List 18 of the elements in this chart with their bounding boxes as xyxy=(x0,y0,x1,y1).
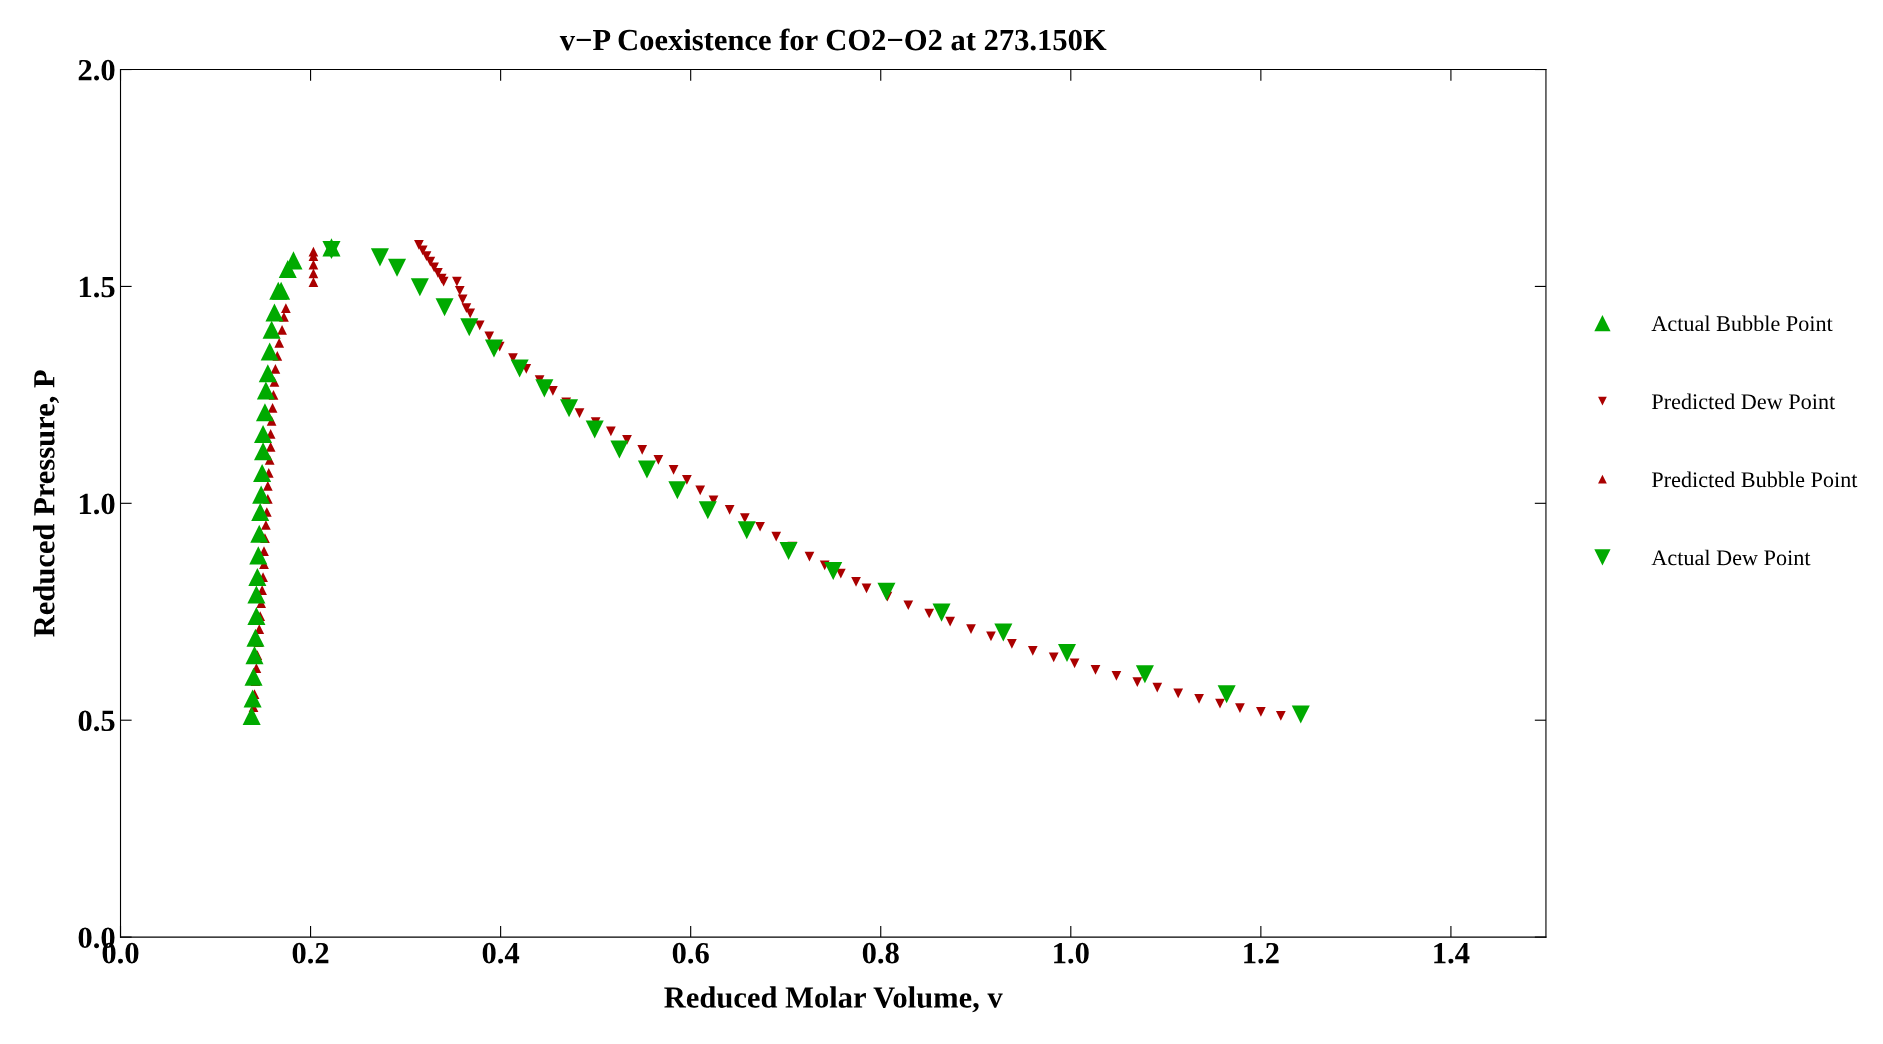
y-axis-title: Reduced Pressure, P xyxy=(33,370,60,637)
legend-label: Predicted Bubble Point xyxy=(1651,471,1858,488)
y-tick-label: 0.5 xyxy=(78,710,115,732)
chart-title: v−P Coexistence for CO2−O2 at 273.150K xyxy=(559,28,1107,51)
x-tick-label: 0.2 xyxy=(292,942,329,964)
y-tick-label: 1.5 xyxy=(79,276,115,298)
x-tick-label: 0.8 xyxy=(862,942,899,964)
y-tick-label: 1.0 xyxy=(79,493,115,515)
x-tick-label: 1.4 xyxy=(1434,942,1470,964)
legend-label: Actual Dew Point xyxy=(1651,549,1811,566)
legend-label: Actual Bubble Point xyxy=(1651,315,1833,332)
x-tick-label: 1.2 xyxy=(1244,942,1279,964)
x-tick-label: 1.0 xyxy=(1054,942,1089,964)
x-axis-title: Reduced Molar Volume, v xyxy=(664,986,1003,1013)
legend-label: Predicted Dew Point xyxy=(1651,393,1836,410)
x-tick-label: 0.6 xyxy=(672,942,709,964)
y-tick-label: 2.0 xyxy=(78,59,115,81)
x-tick-label: 0.4 xyxy=(482,942,520,964)
